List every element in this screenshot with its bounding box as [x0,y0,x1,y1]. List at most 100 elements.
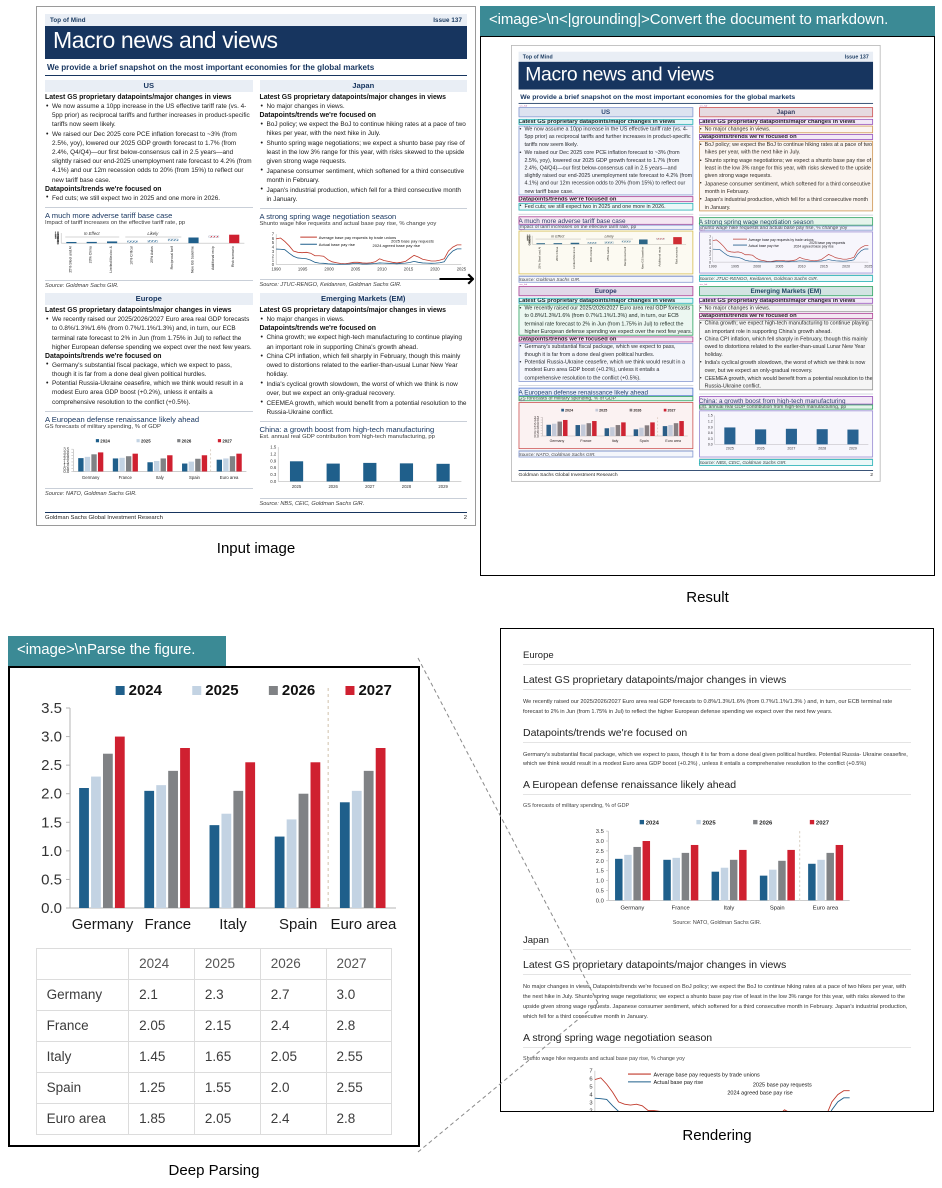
deep-parsing-caption: Deep Parsing [168,1161,260,1179]
region-header: Emerging Markets (EM) [259,292,467,306]
chart-source: Source: NATO, Goldman Sachs GIR. [518,449,693,457]
svg-text:6: 6 [528,239,530,243]
chart-source: Source: JTUC-RENGO, Keidanren, Goldman S… [259,279,467,288]
doc-subtitle: We provide a brief snapshot on the most … [45,59,467,76]
svg-text:Risk scenario: Risk scenario [231,246,235,267]
svg-text:2025 base pay requests: 2025 base pay requests [753,1082,812,1088]
footer-text: Goldman Sachs Global Investment Research [45,515,163,522]
input-caption: Input image [216,540,296,558]
svg-text:2.5: 2.5 [63,453,70,458]
svg-text:2026: 2026 [760,821,774,827]
svg-text:3.0: 3.0 [596,839,604,845]
rendering-caption: Rendering [682,1127,752,1144]
doc-section: Europe Latest GS proprietary datapoints/… [45,292,253,507]
chart-title: A much more adverse tariff base case [45,206,253,220]
doc-row-1: US sec_hdr Latest GS proprietary datapoi… [518,104,874,283]
chart-figure: 0 1 2 3 4 5 6 7 1990 1995 2000 2005 2010 2015 2020 2025… [260,228,468,279]
section-heading: Datapoints/trends we're focused on [259,325,377,333]
list-item: China growth; we expect high-tech manufa… [699,319,873,335]
chart-source: Source: JTUC-RENGO, Keidanren, Goldman S… [698,274,874,281]
svg-text:Euro area: Euro area [813,906,839,912]
doc-section: Emerging Markets (EM) Latest GS propriet… [259,292,468,507]
svg-text:20% China: 20% China [89,246,93,263]
svg-text:0.0: 0.0 [41,900,62,917]
list-item: Potential Russia-Ukraine ceasefire, whic… [45,379,253,406]
svg-text:2025: 2025 [703,821,717,827]
md-paragraph: We recently raised our 2025/2026/2027 Eu… [523,699,893,715]
svg-text:Spain: Spain [640,439,649,443]
list-item: We raised our Dec 2025 core PCE inflatio… [45,130,253,185]
svg-text:3.5: 3.5 [534,415,539,419]
doc-section: Japan sec_hdr Latest GS proprietary data… [698,104,874,283]
svg-text:3.0: 3.0 [534,418,539,422]
svg-text:0.5: 0.5 [596,889,604,895]
svg-text:2025: 2025 [291,484,301,489]
result-caption: Result [686,588,729,606]
list-item: Germany's substantial fiscal package, wh… [45,360,253,379]
section-heading: Datapoints/trends we're focused on [518,195,617,202]
svg-text:1.5: 1.5 [41,814,62,831]
svg-text:2026: 2026 [282,682,315,699]
list-item: India's cyclical growth slowdown, the wo… [699,358,873,374]
chart-figure: 0 2 4 6 8 10 12 14 16 18 25% Steel and Al 20% Chin… [518,228,693,275]
svg-text:0: 0 [271,262,274,267]
svg-text:3: 3 [590,1100,593,1106]
svg-text:6: 6 [57,237,60,242]
list-item: China CPI inflation, which fell sharply … [260,352,468,379]
section-heading: Latest GS proprietary datapoints/major c… [698,118,856,125]
svg-text:12: 12 [54,234,59,239]
table-cell: 2.8 [325,1009,393,1042]
table-cell: Germany [35,978,130,1011]
svg-text:1.5: 1.5 [63,459,70,464]
list-item: We raised our Dec 2025 core PCE inflatio… [519,149,693,195]
chart-figure: 0.0 0.3 0.6 0.9 1.2 1.5 2025 2026 2027 2028 2029 f… [698,407,874,458]
table-cell: 3.0 [325,978,393,1011]
md-heading-2: Japan [523,935,911,951]
svg-text:Euro area: Euro area [220,474,239,479]
svg-text:2024: 2024 [100,438,110,443]
list-item: BoJ policy; we expect the BoJ to continu… [699,140,873,156]
svg-text:0: 0 [528,242,530,246]
topbar-right: Issue 137 [844,53,869,60]
svg-text:1.0: 1.0 [63,462,70,467]
svg-text:6: 6 [271,236,274,241]
chart-title: A European defense renaissance likely ah… [518,384,693,396]
doc-subtitle: We provide a brief snapshot on the most … [518,89,874,104]
svg-text:0.5: 0.5 [41,871,62,888]
svg-text:1995: 1995 [297,266,307,271]
list-item: We now assume a 10pp increase in the US … [45,102,253,129]
svg-text:2024: 2024 [646,821,660,827]
deep-parsing-panel: <image>\nParse the figure. 0.0 0.5 1.0 1.5 2… [8,636,420,1179]
page-number: 2 [463,515,467,522]
svg-text:Reciprocal tarif: Reciprocal tarif [623,246,627,266]
parse-figure-prompt-banner: <image>\nParse the figure. [8,636,226,666]
list-item: Germany's substantial fiscal package, wh… [519,342,693,358]
svg-text:Additional recip: Additional recip [211,246,215,270]
table-header-cell: 2025 [193,947,261,980]
list-item: India's cyclical growth slowdown, the wo… [260,379,468,398]
bullet-list: Fed cuts; we still expect two in 2025 an… [519,202,693,210]
table-cell: 2.15 [193,1009,261,1042]
table-cell: 2.7 [259,978,327,1011]
svg-text:2026: 2026 [328,484,338,489]
svg-text:0.3: 0.3 [707,436,712,440]
svg-text:Germany: Germany [621,906,645,912]
chart-source: Source: Goldman Sachs GIR. [518,275,693,282]
table-cell: Euro area [35,1102,130,1135]
md-europe-chart: 0.0 0.5 1.0 1.5 2.0 2.5 3.0 3.5 Germany France Ita… [577,811,856,918]
table-cell: 1.45 [128,1040,195,1073]
svg-text:2.5: 2.5 [596,849,604,855]
chart-source: Source: NATO, Goldman Sachs GIR. [45,488,253,497]
svg-text:2000: 2000 [324,266,334,271]
svg-text:0.0: 0.0 [596,899,604,905]
bullet-list: No major changes in views. [260,102,468,112]
europe-defense-chart-large: 0.0 0.5 1.0 1.5 2.0 2.5 3.0 3.5 Germany France Ita… [18,674,410,942]
bullet-list: No major changes in views. [699,304,873,312]
list-item: No major changes in views. [260,315,468,325]
table-cell: 2.55 [325,1071,393,1104]
svg-text:Germany: Germany [72,916,134,933]
svg-text:3.0: 3.0 [41,728,62,745]
svg-text:0.0: 0.0 [63,469,70,474]
section-heading: Latest GS proprietary datapoints/major c… [518,118,676,125]
svg-text:1995: 1995 [731,264,739,268]
